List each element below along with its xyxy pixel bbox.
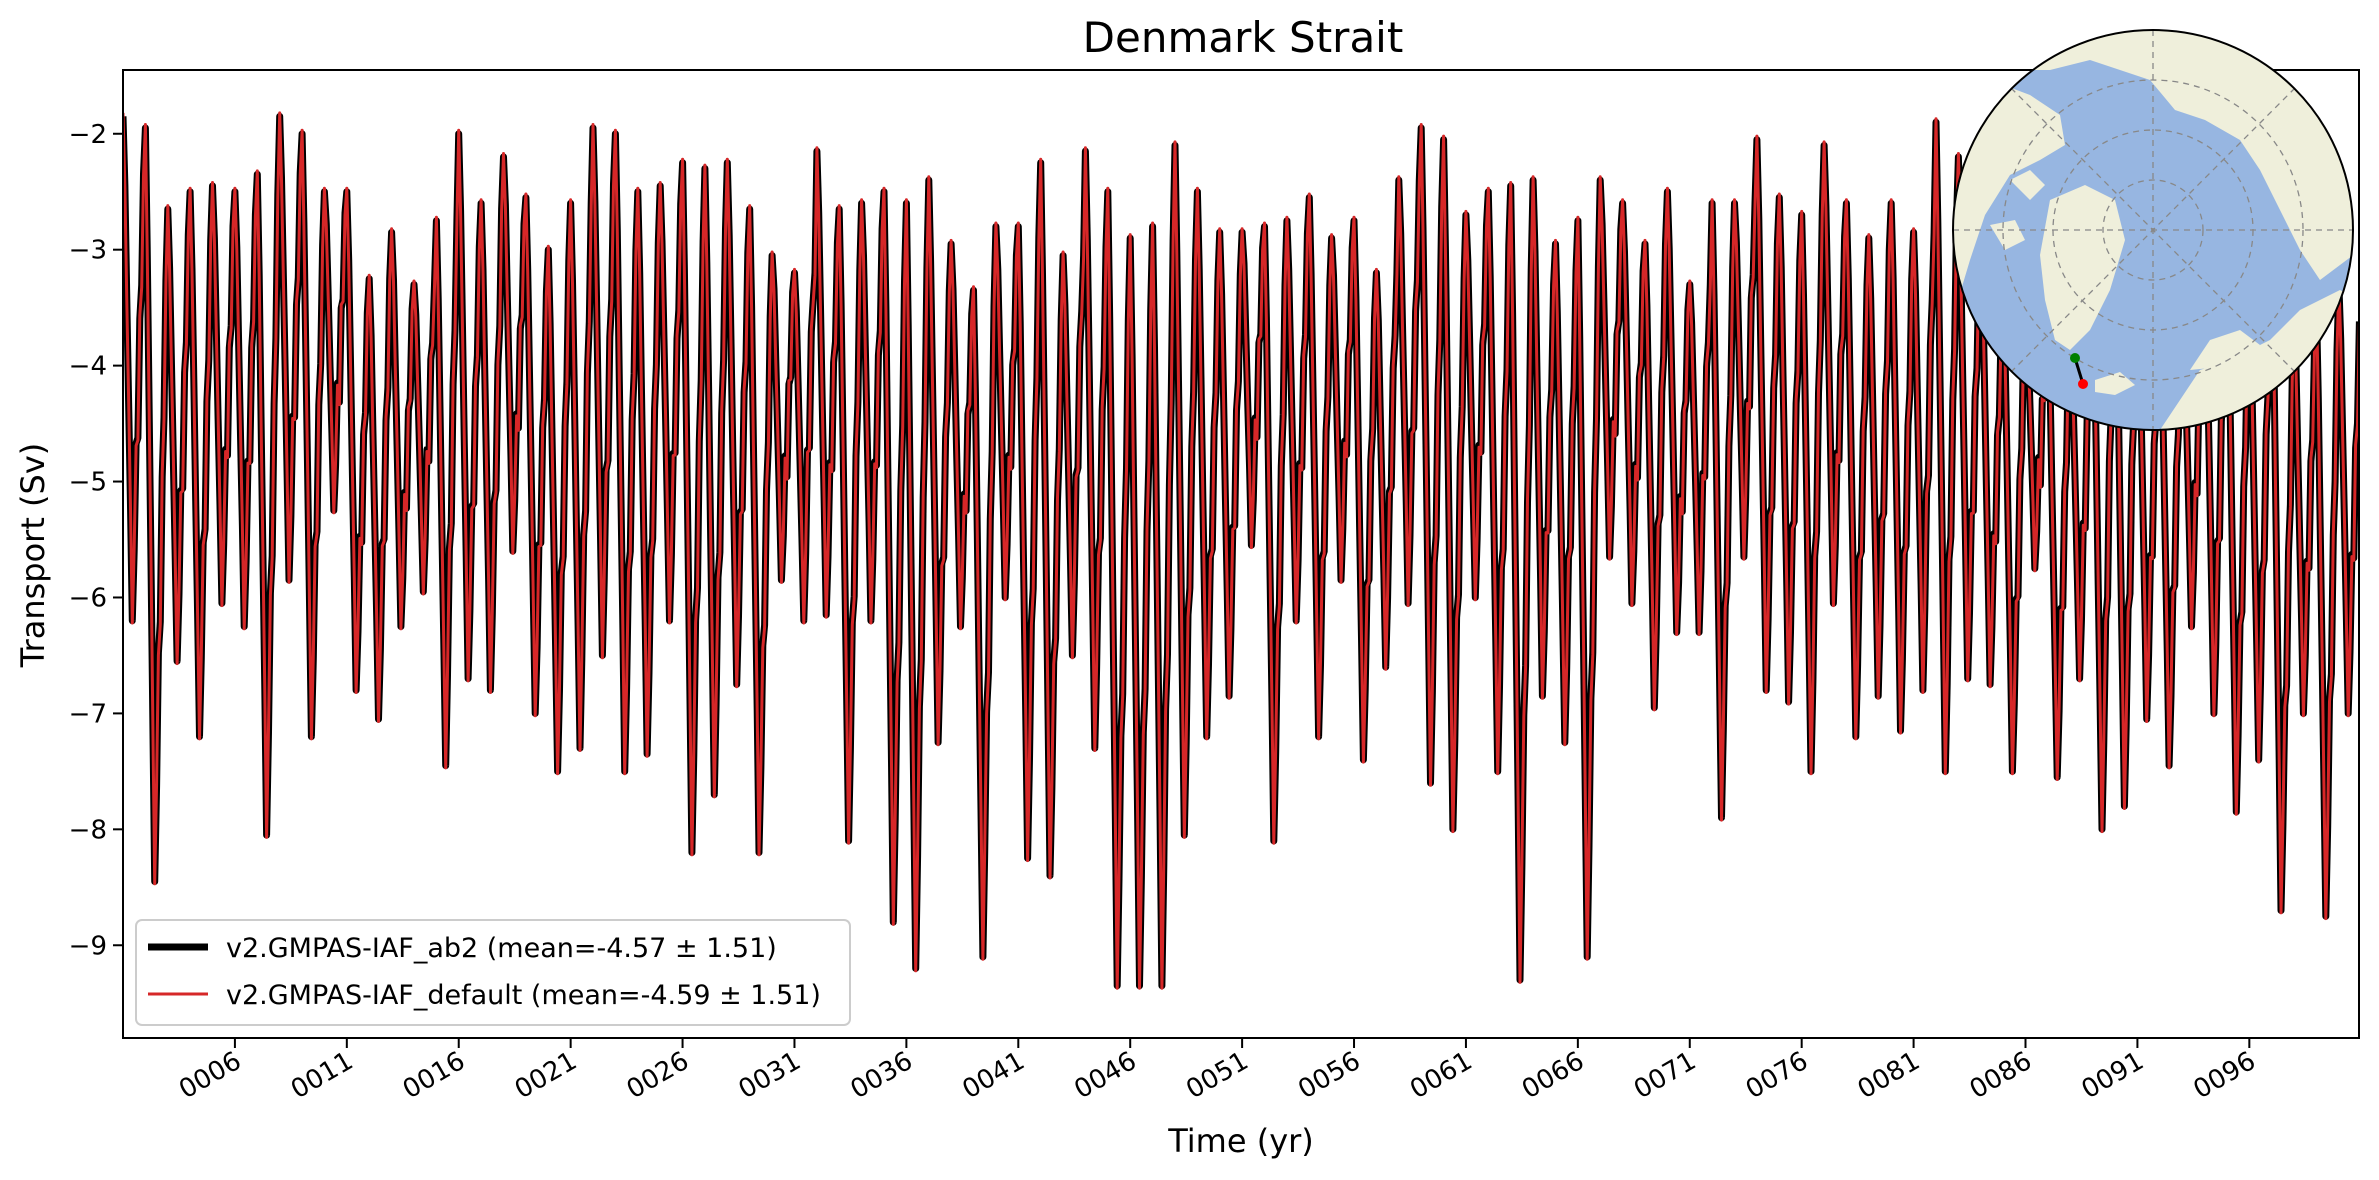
y-tick-label: −2 <box>69 120 107 150</box>
y-tick-label: −5 <box>69 468 107 498</box>
y-tick-label: −8 <box>69 815 107 845</box>
y-tick-label: −9 <box>69 931 107 961</box>
land-iceland <box>2095 372 2135 395</box>
x-axis-label: Time (yr) <box>1167 1122 1314 1160</box>
series-line-v2-gmpas-iaf-default <box>123 111 2359 990</box>
land-baffin <box>1990 220 2025 250</box>
y-tick-label: −3 <box>69 236 107 266</box>
legend-label-ab2: v2.GMPAS-IAF_ab2 (mean=-4.57 ± 1.51) <box>226 933 777 964</box>
y-tick-label: −7 <box>69 699 107 729</box>
chart-title: Denmark Strait <box>1083 13 1404 62</box>
land-scandinavia <box>2190 330 2260 370</box>
y-tick-label: −4 <box>69 352 107 382</box>
legend-label-default: v2.GMPAS-IAF_default (mean=-4.59 ± 1.51) <box>226 980 821 1011</box>
legend-box <box>135 919 851 1026</box>
map-border <box>1952 29 2354 431</box>
axes-frame <box>122 69 2360 1039</box>
inset-map <box>1952 29 2354 431</box>
legend: v2.GMPAS-IAF_ab2 (mean=-4.57 ± 1.51) v2.… <box>135 919 851 1026</box>
land-arctic-islands <box>2010 170 2045 200</box>
section-start-marker <box>2070 353 2080 363</box>
y-tick-label: −6 <box>69 583 107 613</box>
land-greenland <box>2040 185 2125 350</box>
section-end-marker <box>2078 379 2088 389</box>
y-axis: −2 −3 −4 −5 −6 −7 −8 −9 <box>69 120 123 961</box>
y-axis-label: Transport (Sv) <box>14 443 52 669</box>
land-eurasia <box>1990 30 2353 280</box>
